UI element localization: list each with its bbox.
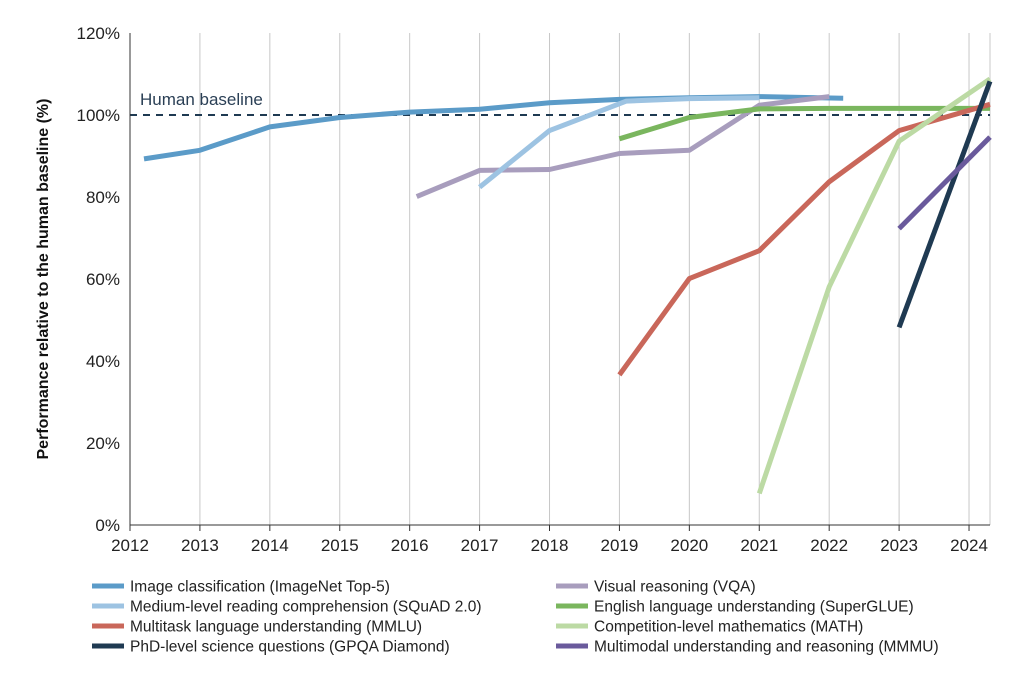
x-tick-label: 2012 [111, 536, 149, 555]
x-tick-label: 2013 [181, 536, 219, 555]
x-tick-label: 2024 [950, 536, 988, 555]
legend-label: Multitask language understanding (MMLU) [130, 619, 422, 636]
axes: 2012 2013 2014 2015 2016 2017 2018 2019 2020 2021… [77, 24, 990, 555]
x-tick-label: 2020 [670, 536, 708, 555]
x-tick-label: 2018 [531, 536, 569, 555]
legend-label: Visual reasoning (VQA) [594, 579, 756, 596]
series-lines [143, 76, 993, 495]
y-tick-label: 60% [86, 270, 120, 289]
series-line-7 [897, 135, 992, 231]
legend-label: PhD-level science questions (GPQA Diamon… [130, 639, 450, 656]
legend-label: Image classification (ImageNet Top-5) [130, 579, 390, 596]
series-line-2 [478, 95, 760, 190]
y-tick-label: 0% [95, 516, 120, 535]
series-line-4 [617, 101, 991, 377]
legend-label: Multimodal understanding and reasoning (… [594, 639, 939, 656]
series-line-5 [756, 76, 992, 495]
human-baseline-reference: Human baseline [130, 90, 990, 116]
x-tick-label: 2022 [810, 536, 848, 555]
x-tick-label: 2019 [601, 536, 639, 555]
legend: Image classification (ImageNet Top-5) Vis… [92, 579, 939, 656]
y-axis-label: Performance relative to the human baseli… [35, 99, 52, 460]
legend-label: Medium-level reading comprehension (SQuA… [130, 599, 482, 616]
y-tick-label: 20% [86, 434, 120, 453]
x-tick-label: 2014 [251, 536, 289, 555]
x-tick-label: 2023 [880, 536, 918, 555]
series-line-3 [618, 105, 990, 142]
y-tick-label: 120% [77, 24, 120, 43]
legend-label: English language understanding (SuperGLU… [594, 599, 914, 616]
x-tick-label: 2017 [461, 536, 499, 555]
x-tick-label: 2021 [740, 536, 778, 555]
y-tick-label: 80% [86, 188, 120, 207]
x-tick-label: 2016 [391, 536, 429, 555]
human-baseline-label: Human baseline [140, 90, 263, 109]
legend-label: Competition-level mathematics (MATH) [594, 619, 863, 636]
y-tick-label: 40% [86, 352, 120, 371]
y-tick-label: 100% [77, 106, 120, 125]
x-tick-label: 2015 [321, 536, 359, 555]
series-line-1 [415, 94, 830, 199]
series-line-6 [896, 80, 993, 329]
